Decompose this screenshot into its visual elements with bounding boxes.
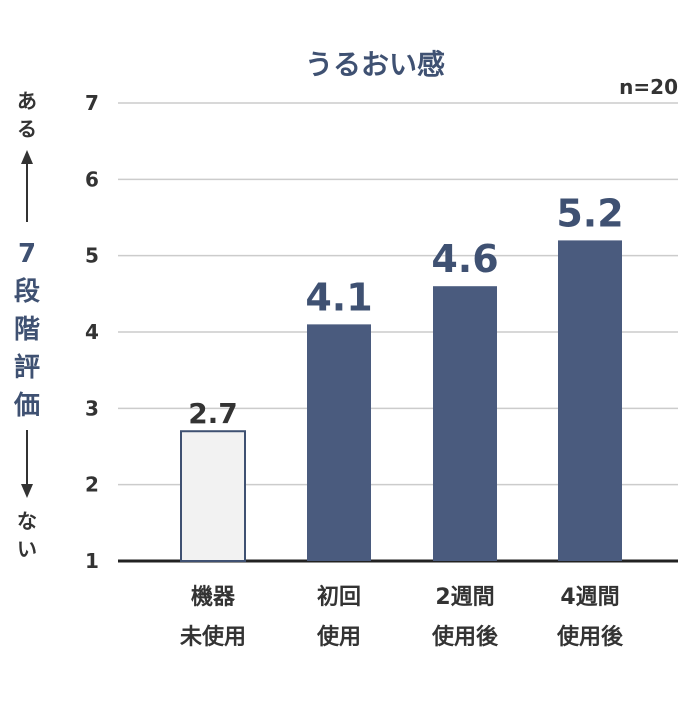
data-label-2: 4.1 (305, 275, 372, 319)
data-label-1: 2.7 (188, 397, 238, 430)
category-label-2-line-1: 初回 (317, 584, 361, 610)
sample-size-note: n=20 (619, 75, 678, 99)
down-arrow-head (21, 484, 33, 498)
y-label-bottom-char: な (17, 509, 37, 533)
y-label-char: 段 (14, 276, 40, 307)
data-label-3: 4.6 (431, 237, 498, 281)
category-label-2-line-2: 使用 (316, 625, 361, 650)
y-tick-label: 4 (85, 320, 99, 344)
y-label-bottom-char: い (17, 537, 37, 561)
up-arrow-head (21, 150, 33, 164)
y-tick-label: 6 (85, 167, 99, 191)
category-label-4-line-1: 4週間 (560, 585, 619, 610)
y-label-top-char: る (17, 117, 37, 141)
category-label-3-line-2: 使用後 (431, 624, 499, 650)
y-tick-label: 5 (85, 244, 99, 268)
bar-4 (558, 240, 622, 561)
y-tick-label: 2 (85, 473, 99, 497)
bar-1 (180, 430, 246, 562)
y-label-char: 7 (18, 239, 36, 269)
y-label-char: 価 (13, 391, 40, 421)
y-label-char: 評 (14, 352, 40, 383)
category-label-3-line-1: 2週間 (435, 585, 494, 610)
y-axis-arrows (21, 150, 33, 498)
bars (180, 240, 622, 562)
bar-3 (433, 286, 497, 561)
y-label-char: 階 (14, 315, 40, 345)
category-label-1-line-1: 機器 (191, 585, 236, 610)
data-labels: 2.7 4.1 4.6 5.2 (188, 191, 623, 430)
y-tick-label: 1 (85, 549, 99, 573)
chart-title: うるおい感 (305, 48, 445, 81)
y-tick-labels: 1 2 3 4 5 6 7 (85, 91, 99, 573)
data-label-4: 5.2 (556, 191, 623, 235)
category-label-4-line-2: 使用後 (556, 624, 624, 650)
y-tick-label: 7 (85, 91, 99, 115)
y-tick-label: 3 (85, 396, 99, 420)
category-label-1-line-2: 未使用 (180, 625, 246, 650)
bar-2 (307, 324, 371, 561)
y-label-top-char: あ (17, 89, 37, 113)
